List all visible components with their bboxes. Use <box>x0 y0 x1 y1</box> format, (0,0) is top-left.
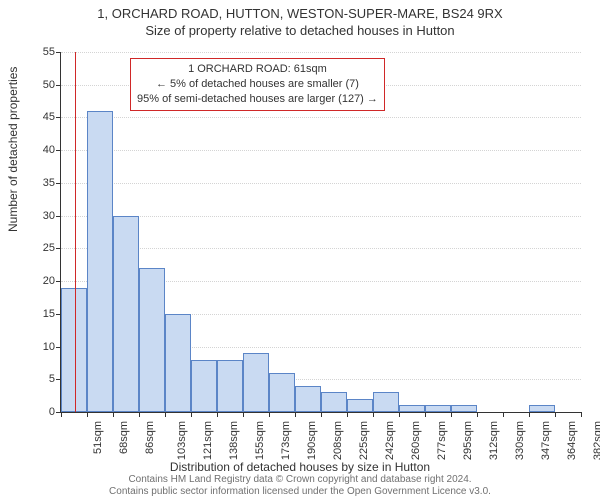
ytick-label: 45 <box>25 111 55 123</box>
ytick-label: 35 <box>25 177 55 189</box>
ytick-label: 30 <box>25 210 55 222</box>
ytick-label: 20 <box>25 275 55 287</box>
ytick-label: 15 <box>25 308 55 320</box>
xtick-label: 260sqm <box>410 421 422 460</box>
xtick-mark <box>451 412 452 417</box>
xtick-label: 312sqm <box>488 421 500 460</box>
annotation-box: 1 ORCHARD ROAD: 61sqm ← 5% of detached h… <box>130 58 385 111</box>
ytick-label: 50 <box>25 79 55 91</box>
xtick-mark <box>503 412 504 417</box>
histogram-bar <box>451 405 477 412</box>
ytick-label: 40 <box>25 144 55 156</box>
xtick-mark <box>191 412 192 417</box>
xtick-label: 330sqm <box>514 421 526 460</box>
xtick-mark <box>555 412 556 417</box>
footer-line-1: Contains HM Land Registry data © Crown c… <box>0 474 600 486</box>
xtick-mark <box>477 412 478 417</box>
histogram-bar <box>295 386 321 412</box>
xtick-label: 121sqm <box>202 421 214 460</box>
ytick-label: 25 <box>25 242 55 254</box>
histogram-bar <box>61 288 87 412</box>
gridline <box>61 248 581 249</box>
xtick-label: 155sqm <box>254 421 266 460</box>
histogram-bar <box>373 392 399 412</box>
xtick-mark <box>165 412 166 417</box>
chart-area: 051015202530354045505551sqm68sqm86sqm103… <box>60 52 580 412</box>
histogram-bar <box>347 399 373 412</box>
ytick-mark <box>56 85 61 86</box>
xtick-mark <box>399 412 400 417</box>
xtick-mark <box>295 412 296 417</box>
xtick-label: 242sqm <box>384 421 396 460</box>
histogram-bar <box>243 353 269 412</box>
xtick-label: 364sqm <box>566 421 578 460</box>
xtick-label: 138sqm <box>228 421 240 460</box>
histogram-bar <box>217 360 243 412</box>
footer-line-2: Contains public sector information licen… <box>0 486 600 498</box>
histogram-bar <box>269 373 295 412</box>
ytick-mark <box>56 183 61 184</box>
ytick-label: 5 <box>25 373 55 385</box>
histogram-bar <box>399 405 425 412</box>
histogram-bar <box>529 405 555 412</box>
histogram-bar <box>139 268 165 412</box>
x-axis-label: Distribution of detached houses by size … <box>0 460 600 474</box>
ytick-label: 55 <box>25 46 55 58</box>
xtick-mark <box>529 412 530 417</box>
xtick-mark <box>581 412 582 417</box>
ytick-mark <box>56 216 61 217</box>
property-marker-line <box>75 52 76 412</box>
y-axis-label: Number of detached properties <box>6 67 20 232</box>
ytick-mark <box>56 248 61 249</box>
gridline <box>61 117 581 118</box>
xtick-mark <box>139 412 140 417</box>
xtick-mark <box>113 412 114 417</box>
ytick-mark <box>56 150 61 151</box>
annotation-line-2: ← 5% of detached houses are smaller (7) <box>137 77 378 92</box>
xtick-label: 225sqm <box>358 421 370 460</box>
xtick-label: 190sqm <box>306 421 318 460</box>
xtick-mark <box>269 412 270 417</box>
xtick-label: 208sqm <box>332 421 344 460</box>
xtick-label: 277sqm <box>436 421 448 460</box>
ytick-mark <box>56 117 61 118</box>
histogram-bar <box>113 216 139 412</box>
annotation-line-3: 95% of semi-detached houses are larger (… <box>137 92 378 107</box>
xtick-label: 103sqm <box>176 421 188 460</box>
ytick-label: 10 <box>25 341 55 353</box>
xtick-label: 51sqm <box>92 421 104 454</box>
histogram-bar <box>321 392 347 412</box>
xtick-label: 382sqm <box>592 421 600 460</box>
xtick-mark <box>425 412 426 417</box>
xtick-label: 347sqm <box>540 421 552 460</box>
histogram-bar <box>191 360 217 412</box>
footer-attribution: Contains HM Land Registry data © Crown c… <box>0 474 600 498</box>
title-address: 1, ORCHARD ROAD, HUTTON, WESTON-SUPER-MA… <box>0 6 600 21</box>
xtick-label: 86sqm <box>144 421 156 454</box>
ytick-label: 0 <box>25 406 55 418</box>
title-subtitle: Size of property relative to detached ho… <box>0 23 600 38</box>
histogram-bar <box>165 314 191 412</box>
gridline <box>61 150 581 151</box>
histogram-bar <box>87 111 113 412</box>
xtick-label: 173sqm <box>280 421 292 460</box>
xtick-label: 68sqm <box>118 421 130 454</box>
title-block: 1, ORCHARD ROAD, HUTTON, WESTON-SUPER-MA… <box>0 0 600 38</box>
gridline <box>61 183 581 184</box>
gridline <box>61 52 581 53</box>
xtick-mark <box>217 412 218 417</box>
xtick-mark <box>243 412 244 417</box>
xtick-mark <box>373 412 374 417</box>
xtick-mark <box>87 412 88 417</box>
histogram-bar <box>425 405 451 412</box>
xtick-mark <box>347 412 348 417</box>
xtick-mark <box>61 412 62 417</box>
ytick-mark <box>56 52 61 53</box>
xtick-mark <box>321 412 322 417</box>
ytick-mark <box>56 281 61 282</box>
xtick-label: 295sqm <box>462 421 474 460</box>
annotation-line-1: 1 ORCHARD ROAD: 61sqm <box>137 62 378 77</box>
chart-container: 1, ORCHARD ROAD, HUTTON, WESTON-SUPER-MA… <box>0 0 600 500</box>
gridline <box>61 216 581 217</box>
